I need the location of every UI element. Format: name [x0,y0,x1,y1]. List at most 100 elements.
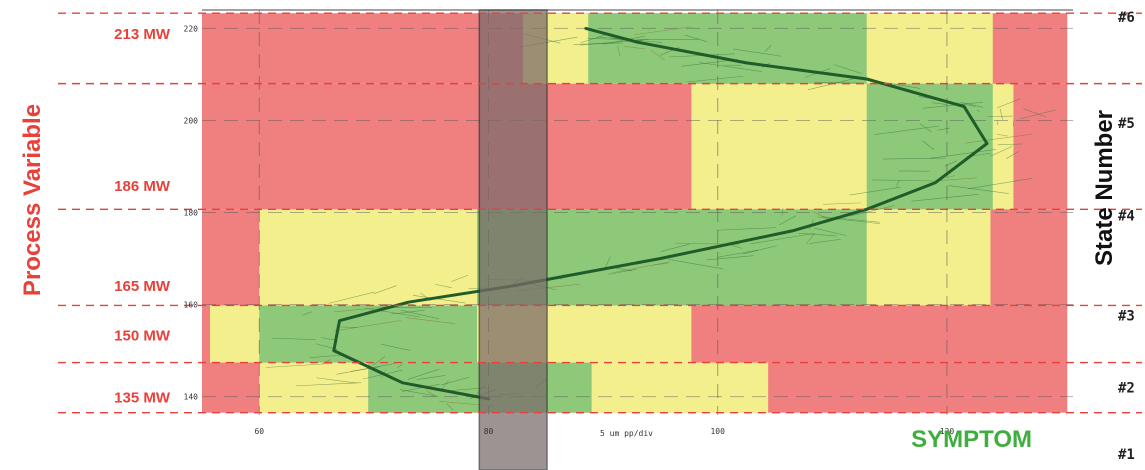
tick-layer: 140 160 180 200 220 60 80 100 120 [184,9,1073,436]
scatter-trace [814,227,847,236]
scatter-trace [573,42,623,45]
scatter-trace [381,343,410,351]
scatter-trace [653,263,668,266]
scatter-trace [750,232,816,245]
scatter-trace [624,46,645,50]
scatter-trace [321,337,337,341]
state-number-label: #1 [1118,447,1135,463]
y-tick-label: 200 [184,116,199,125]
scatter-trace [364,307,421,318]
scatter-trace [731,244,743,249]
state-number-label: #2 [1118,380,1135,396]
scatter-trace [849,186,901,196]
scatter-trace [446,403,454,411]
scatter-trace [580,34,605,44]
scatter-trace [440,376,470,386]
scatter-trace [987,115,1013,117]
scatter-trace [896,180,900,187]
state-number-label: #4 [1118,209,1135,225]
scatter-trace [309,354,344,359]
x-tick-label: 80 [484,427,494,436]
scatter-trace [833,64,862,74]
mw-label: 165 MW [114,278,171,295]
scatter-trace [874,125,940,135]
right-axis-title: State Number [1091,110,1118,266]
scatter-trace [650,49,665,61]
scatter-trace [451,274,469,282]
scatter-trace [733,48,782,57]
scatter-trace [373,356,386,366]
y-tick-label: 220 [184,24,199,33]
y-tick-label: 160 [184,301,199,310]
scatter-trace [1006,151,1019,159]
scatter-trace [814,81,864,84]
scatter-trace [1019,109,1056,120]
scatter-trace [922,101,983,109]
scatter-trace [947,185,1009,194]
scatter-trace [407,368,440,380]
scatter-trace [425,390,436,397]
scatter-trace [947,175,956,178]
mw-label: 213 MW [114,26,171,43]
scatter-trace [999,108,1003,120]
scatter-trace [612,261,670,273]
mw-label: 135 MW [114,390,171,407]
scatter-trace [919,123,932,133]
scatter-trace [805,234,815,245]
scatter-trace [850,205,895,217]
symptom-label: SYMPTOM [911,426,1032,453]
scatter-trace [781,207,784,216]
zone-green-state-3 [259,305,478,363]
scatter-trace [817,216,881,225]
scatter-trace [328,291,375,304]
scatter-trace [405,317,456,324]
x-scale-note: 5 um pp/div [600,429,653,438]
scatter-trace [336,363,396,375]
scatter-trace [967,178,1033,190]
scatter-trace [944,160,957,167]
scatter-layer [265,26,1056,411]
scatter-trace [400,309,440,320]
mw-label: 150 MW [114,327,171,344]
scatter-trace [929,149,996,159]
boundary-layer [58,12,1142,414]
scatter-trace [717,249,759,258]
scatter-trace [778,215,797,226]
band-layer [478,9,548,470]
x-tick-label: 100 [710,427,725,436]
scatter-trace [668,259,724,270]
scatter-trace [937,127,951,131]
y-tick-label: 180 [184,209,199,218]
centerline-path [332,26,989,401]
scatter-trace [272,337,317,340]
scatter-trace [1023,108,1047,118]
scatter-trace [764,44,772,52]
scatter-trace [634,26,692,36]
scatter-trace [990,146,1013,157]
scatter-trace [976,109,981,113]
left-axis-title: Process Variable [19,104,46,296]
scatter-trace [334,306,389,313]
mw-label: 186 MW [114,178,171,195]
scatter-trace [872,179,939,182]
scatter-trace [373,285,397,294]
scatter-trace [605,256,611,268]
scatter-trace [822,216,880,223]
scatter-trace [997,134,1009,137]
scatter-trace [401,383,440,392]
scatter-trace [265,363,333,368]
state-number-label: #5 [1118,116,1135,132]
scatter-trace [931,102,947,105]
scatter-trace [798,232,837,237]
scatter-trace [316,377,357,384]
scatter-trace [684,34,707,42]
scatter-trace [686,75,744,83]
scatter-trace [809,238,841,244]
scatter-trace [435,283,452,289]
state-number-label: #3 [1118,309,1135,325]
label-layer: 135 MW 150 MW 165 MW 186 MW 213 MW #1 #2 #3 #4 #5… [114,10,1135,463]
highlight-band [478,9,548,470]
scatter-trace [616,45,621,57]
scatter-trace [742,245,777,255]
